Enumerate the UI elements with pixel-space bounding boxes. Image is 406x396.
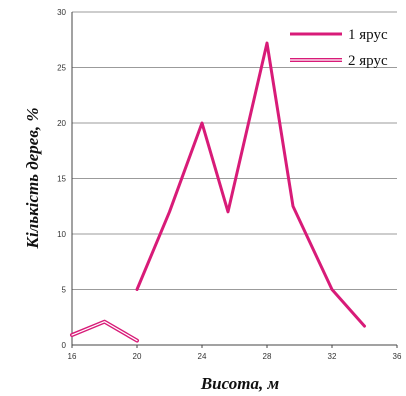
legend-entry-1: 1 ярус [290, 27, 388, 43]
x-tick-label: 32 [328, 352, 337, 361]
legend-entry-2: 2 ярус [290, 53, 388, 69]
series-line-1 [135, 41, 366, 328]
legend-label-2: 2 ярус [348, 53, 388, 69]
legend: 1 ярус 2 ярус [290, 27, 388, 69]
axes [71, 12, 398, 348]
series-lines [70, 41, 366, 343]
x-tick-label: 28 [263, 352, 272, 361]
x-tick-labels: 16 20 24 28 32 36 [68, 352, 402, 361]
y-tick-labels: 0 5 10 15 20 25 30 [57, 8, 66, 350]
y-tick-label: 20 [57, 119, 66, 128]
x-axis-label: Висота, м [200, 374, 280, 393]
x-tick-label: 16 [68, 352, 77, 361]
y-tick-label: 15 [57, 175, 66, 184]
legend-label-1: 1 ярус [348, 27, 388, 43]
y-tick-label: 5 [62, 286, 67, 295]
series-line-2-inner [71, 321, 138, 342]
x-tick-label: 36 [393, 352, 402, 361]
y-tick-label: 0 [62, 341, 67, 350]
y-tick-label: 10 [57, 230, 66, 239]
x-tick-label: 24 [198, 352, 207, 361]
y-tick-label: 30 [57, 8, 66, 17]
x-tick-label: 20 [133, 352, 142, 361]
y-axis-label: Кількість дерев, % [23, 107, 42, 249]
y-tick-label: 25 [57, 64, 66, 73]
